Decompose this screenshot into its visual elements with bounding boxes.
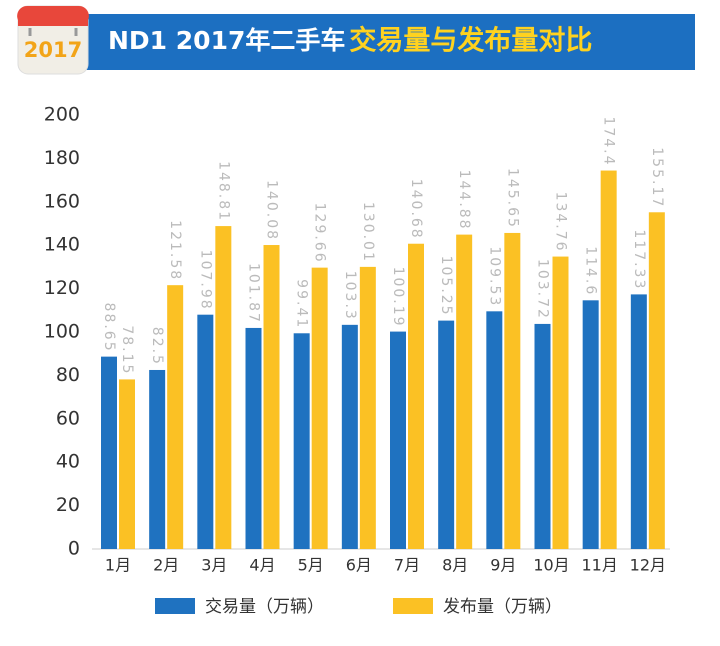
bar bbox=[648, 212, 665, 549]
bar bbox=[167, 285, 184, 549]
x-tick-label: 5月 bbox=[298, 556, 324, 575]
bar bbox=[552, 256, 569, 549]
y-tick-label: 180 bbox=[44, 147, 80, 169]
bar bbox=[582, 300, 599, 549]
bar bbox=[456, 234, 473, 549]
value-label: 103.3 bbox=[342, 271, 358, 321]
value-label: 140.68 bbox=[408, 179, 424, 240]
bar bbox=[341, 324, 358, 549]
chart-title-highlight: 交易量与发布量对比 bbox=[349, 25, 592, 57]
x-tick-label: 1月 bbox=[105, 556, 131, 575]
bar bbox=[486, 311, 503, 549]
legend-swatch bbox=[155, 598, 195, 614]
value-label: 114.6 bbox=[583, 246, 599, 296]
y-tick-label: 140 bbox=[44, 234, 80, 256]
bar bbox=[311, 267, 328, 549]
y-tick-label: 80 bbox=[56, 364, 80, 386]
y-tick-label: 40 bbox=[56, 451, 80, 473]
header-banner bbox=[40, 14, 695, 70]
bar bbox=[438, 320, 455, 549]
badge-year: 2017 bbox=[24, 38, 82, 62]
y-tick-label: 20 bbox=[56, 494, 80, 516]
bar bbox=[359, 266, 376, 549]
value-label: 134.76 bbox=[553, 192, 569, 253]
x-tick-label: 11月 bbox=[581, 556, 617, 575]
value-label: 103.72 bbox=[535, 259, 551, 320]
x-tick-label: 4月 bbox=[249, 556, 275, 575]
bar bbox=[534, 323, 551, 549]
value-label: 101.87 bbox=[246, 263, 262, 324]
calendar-icon: 2017 bbox=[17, 5, 89, 75]
bar bbox=[630, 294, 647, 549]
bar bbox=[149, 369, 166, 549]
value-label: 130.01 bbox=[360, 202, 376, 263]
value-label: 148.81 bbox=[215, 161, 231, 222]
bar bbox=[504, 232, 521, 549]
x-tick-label: 2月 bbox=[153, 556, 179, 575]
y-tick-label: 160 bbox=[44, 190, 80, 212]
bar bbox=[215, 226, 232, 549]
y-tick-label: 200 bbox=[44, 104, 80, 126]
value-label: 100.19 bbox=[390, 267, 406, 328]
value-label: 99.41 bbox=[294, 279, 310, 329]
bar bbox=[263, 245, 280, 549]
legend-label: 发布量（万辆） bbox=[443, 597, 562, 617]
y-tick-label: 0 bbox=[68, 538, 80, 560]
x-tick-label: 6月 bbox=[346, 556, 372, 575]
x-tick-label: 8月 bbox=[442, 556, 468, 575]
value-label: 145.65 bbox=[504, 168, 520, 229]
bar bbox=[101, 356, 117, 549]
y-tick-label: 120 bbox=[44, 277, 80, 299]
y-tick-label: 100 bbox=[44, 321, 80, 343]
value-label: 107.98 bbox=[197, 250, 213, 311]
value-label: 117.33 bbox=[631, 229, 647, 290]
value-label: 109.53 bbox=[486, 246, 502, 307]
legend-label: 交易量（万辆） bbox=[205, 597, 324, 617]
y-tick-label: 60 bbox=[56, 407, 80, 429]
value-label: 129.66 bbox=[312, 203, 328, 264]
x-tick-label: 7月 bbox=[394, 556, 420, 575]
value-label: 144.88 bbox=[456, 170, 472, 231]
bar bbox=[119, 379, 135, 549]
value-label: 78.15 bbox=[119, 325, 135, 375]
bar bbox=[390, 331, 406, 549]
value-label: 121.58 bbox=[167, 220, 183, 281]
x-tick-label: 10月 bbox=[533, 556, 569, 575]
x-tick-label: 9月 bbox=[490, 556, 516, 575]
x-tick-label: 12月 bbox=[630, 556, 666, 575]
value-label: 105.25 bbox=[438, 256, 454, 317]
bar bbox=[293, 333, 310, 549]
x-tick-label: 3月 bbox=[201, 556, 227, 575]
bar bbox=[600, 170, 617, 549]
value-label: 155.17 bbox=[649, 147, 665, 208]
value-label: 140.08 bbox=[264, 180, 280, 241]
value-label: 88.65 bbox=[101, 303, 117, 353]
legend-swatch bbox=[393, 598, 433, 614]
chart-title: ND1 2017年二手车 bbox=[108, 26, 345, 55]
bar bbox=[245, 327, 262, 549]
value-label: 174.4 bbox=[601, 116, 617, 166]
bar bbox=[408, 243, 424, 549]
value-label: 82.5 bbox=[149, 327, 165, 366]
bar bbox=[197, 314, 214, 549]
